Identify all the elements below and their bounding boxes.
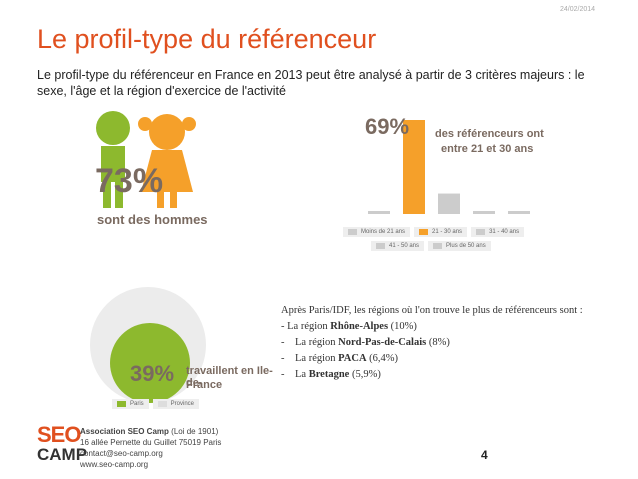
legend-item: 41 - 50 ans <box>371 241 425 251</box>
region-item: - La région PACA (6,4%) <box>281 353 399 364</box>
age-highlight-caption-1: des référenceurs ont <box>435 128 544 140</box>
gender-panel: 73% sont des hommes <box>95 110 295 240</box>
legend-item: 31 - 40 ans <box>471 227 525 237</box>
page-number: 4 <box>481 448 488 462</box>
region-item: - La Bretagne (5,9%) <box>281 369 381 380</box>
page-subtitle: Le profil-type du référenceur en France … <box>37 68 585 98</box>
legend-item: Paris <box>112 399 149 409</box>
footer-org: Association SEO Camp <box>80 427 169 436</box>
footer-address: 16 allée Pernette du Guillet 75019 Paris <box>80 438 222 447</box>
children-illustration <box>96 111 196 208</box>
age-bar <box>508 211 530 214</box>
legend-item: Plus de 50 ans <box>428 241 491 251</box>
age-chart-panel: 69% des référenceurs ont entre 21 et 30 … <box>343 110 555 260</box>
date-label: 24/02/2014 <box>560 6 596 13</box>
region-item: - La région Nord-Pas-de-Calais (8%) <box>281 337 450 348</box>
age-legend: Moins de 21 ans 21 - 30 ans 31 - 40 ans … <box>343 227 533 251</box>
logo-seo: SEO <box>37 422 81 447</box>
footer-org-suffix: (Loi de 1901) <box>171 427 219 436</box>
region-percent: 39% <box>130 361 175 386</box>
footer-info: Association SEO Camp (Loi de 1901) 16 al… <box>80 426 221 470</box>
paris-circle <box>110 323 190 403</box>
legend-item: Moins de 21 ans <box>343 227 411 237</box>
footer-web[interactable]: www.seo-camp.org <box>80 460 149 469</box>
region-legend: Paris Province <box>112 399 200 409</box>
region-item: - La région Rhône-Alpes (10%) <box>281 321 417 332</box>
age-highlight-percent: 69% <box>365 114 410 139</box>
region-panel: 39% travaillent en Ile-de- France Paris … <box>88 285 288 420</box>
region-circles <box>90 287 206 403</box>
seo-camp-logo: SEO CAMP <box>37 422 88 464</box>
age-bar <box>438 193 460 214</box>
page-title: Le profil-type du référenceur <box>37 24 377 54</box>
region-caption-1: travaillent en Ile-de- <box>186 365 273 389</box>
age-bar <box>403 120 425 214</box>
footer-email[interactable]: contact@seo-camp.org <box>80 449 163 458</box>
age-highlight-caption-2: entre 21 et 30 ans <box>441 143 534 155</box>
girl-icon <box>138 114 196 208</box>
age-bar <box>473 211 495 214</box>
regions-text: Après Paris/IDF, les régions où l'on tro… <box>281 303 626 383</box>
age-bar <box>368 211 390 214</box>
region-caption-2: France <box>186 379 223 391</box>
regions-intro: Après Paris/IDF, les régions où l'on tro… <box>281 305 583 316</box>
age-bar-chart <box>368 120 530 214</box>
legend-item: 21 - 30 ans <box>414 227 468 237</box>
gender-caption: sont des hommes <box>97 212 208 227</box>
boy-icon <box>96 111 130 208</box>
gender-percent: 73% <box>95 162 164 200</box>
logo-camp: CAMP <box>37 445 88 464</box>
legend-item: Province <box>152 399 200 409</box>
